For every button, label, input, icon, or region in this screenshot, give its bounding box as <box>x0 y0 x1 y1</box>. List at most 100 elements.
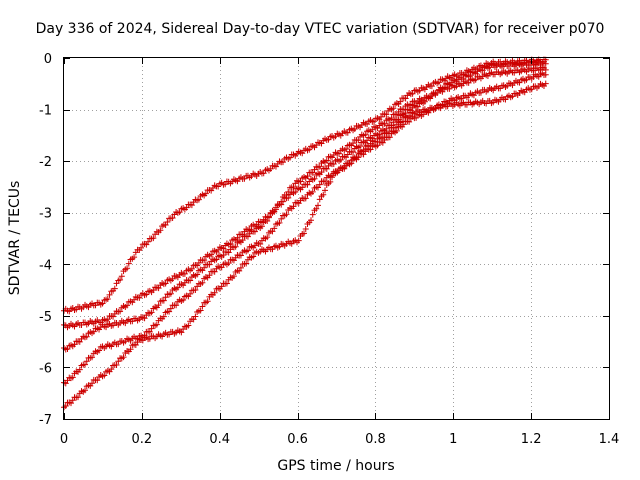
data-point <box>234 234 241 241</box>
data-point <box>302 195 309 202</box>
data-point <box>304 181 311 188</box>
data-point <box>124 302 131 309</box>
data-point <box>197 307 204 314</box>
data-point <box>283 191 290 198</box>
data-point <box>309 211 316 218</box>
data-point <box>343 146 350 153</box>
data-point <box>318 169 325 176</box>
data-point <box>227 240 234 247</box>
data-point <box>237 252 244 259</box>
data-point <box>188 202 195 209</box>
data-point <box>346 160 353 167</box>
data-point <box>118 273 125 280</box>
data-point <box>337 156 344 163</box>
y-tick-label: -5 <box>39 310 52 325</box>
data-point <box>388 115 395 122</box>
data-point <box>350 148 357 155</box>
data-point <box>378 113 385 120</box>
data-point <box>213 256 220 263</box>
data-point <box>290 203 297 210</box>
plot-frame <box>63 57 610 420</box>
data-point <box>542 80 549 87</box>
data-point <box>311 175 318 182</box>
data-point <box>402 95 409 102</box>
data-point <box>316 163 323 170</box>
x-tick-label: 0.8 <box>365 432 386 447</box>
data-point <box>316 181 323 188</box>
data-point <box>381 120 388 127</box>
data-point <box>322 187 329 194</box>
data-point <box>390 105 397 112</box>
data-point <box>265 214 272 221</box>
data-point <box>115 358 122 365</box>
data-point <box>155 302 162 309</box>
data-point <box>542 71 549 78</box>
data-point <box>304 173 311 180</box>
data-point <box>211 289 218 296</box>
data-point <box>82 361 89 368</box>
data-point <box>104 316 111 323</box>
data-point <box>108 366 115 373</box>
data-point <box>167 290 174 297</box>
data-point <box>194 271 201 278</box>
data-point <box>278 198 285 205</box>
data-point <box>183 204 190 211</box>
series-3 <box>61 64 549 353</box>
data-point <box>350 140 357 147</box>
data-point <box>89 380 96 387</box>
data-point <box>264 234 271 241</box>
data-point <box>125 260 132 267</box>
data-point <box>348 157 355 164</box>
data-point <box>208 251 215 258</box>
data-point <box>225 260 232 267</box>
data-point <box>120 354 127 361</box>
data-point <box>160 297 167 304</box>
data-point <box>300 230 307 237</box>
grid <box>64 58 609 419</box>
data-point <box>250 253 257 260</box>
data-point <box>315 202 322 209</box>
data-point <box>341 163 348 170</box>
data-marks <box>61 56 549 411</box>
data-point <box>167 305 174 312</box>
x-tick-label: 0.2 <box>132 432 153 447</box>
data-point <box>393 127 400 134</box>
data-point <box>106 291 113 298</box>
data-point <box>323 157 330 164</box>
data-point <box>225 249 232 256</box>
data-point <box>124 265 131 272</box>
data-point <box>206 272 213 279</box>
data-point <box>104 296 111 303</box>
data-point <box>220 252 227 259</box>
data-point <box>306 146 313 153</box>
data-point <box>153 321 160 328</box>
data-point <box>195 196 202 203</box>
data-point <box>64 346 71 353</box>
series-4 <box>61 70 549 387</box>
data-point <box>117 276 124 283</box>
data-point <box>344 129 351 136</box>
data-point <box>360 146 367 153</box>
x-tick-label: 1 <box>449 432 457 447</box>
data-point <box>206 261 213 268</box>
data-point <box>164 219 171 226</box>
y-tick-label: -3 <box>39 207 52 222</box>
data-point <box>192 287 199 294</box>
data-point <box>204 298 211 305</box>
data-point <box>435 79 442 86</box>
data-point <box>201 257 208 264</box>
data-point <box>187 277 194 284</box>
data-point <box>157 227 164 234</box>
data-point <box>257 241 264 248</box>
data-point <box>146 328 153 335</box>
chart-title: Day 336 of 2024, Sidereal Day-to-day VTE… <box>36 21 605 37</box>
y-tick-label: -7 <box>39 413 52 428</box>
data-point <box>392 124 399 131</box>
data-point <box>162 294 169 301</box>
data-point <box>286 154 293 161</box>
data-point <box>258 223 265 230</box>
y-tick-label: -2 <box>39 155 52 170</box>
data-point <box>111 285 118 292</box>
data-point <box>113 361 120 368</box>
data-point <box>276 219 283 226</box>
